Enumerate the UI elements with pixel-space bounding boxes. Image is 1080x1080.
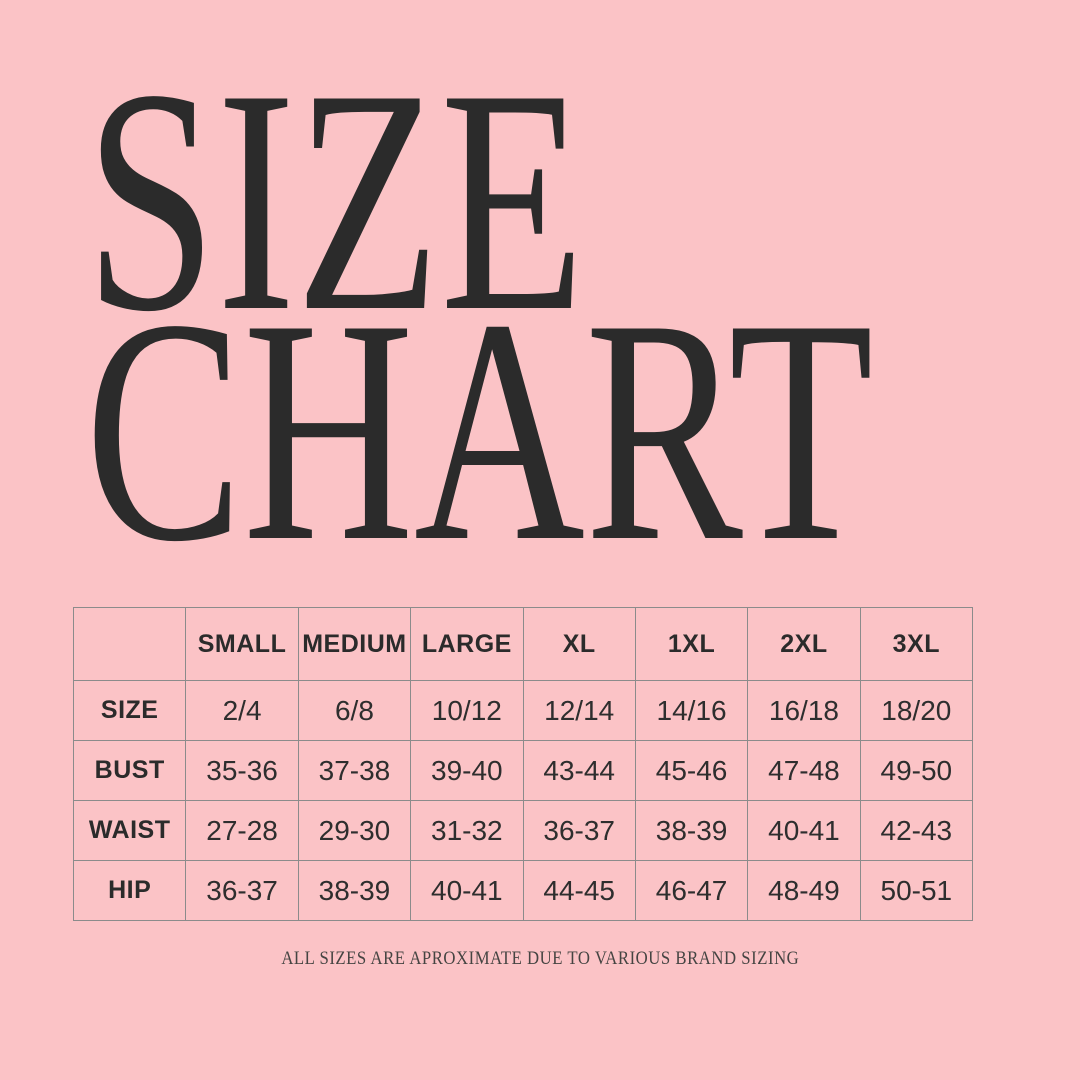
size-cell: 37-38 — [297, 740, 412, 801]
column-header-2xl: 2XL — [747, 607, 861, 681]
size-cell: 46-47 — [634, 860, 749, 921]
size-cell: 2/4 — [185, 680, 299, 741]
size-cell: 49-50 — [859, 740, 974, 801]
size-cell: 48-49 — [747, 860, 861, 921]
column-header-3xl: 3XL — [859, 607, 974, 681]
footnote: ALL SIZES ARE APROXIMATE DUE TO VARIOUS … — [0, 948, 1080, 970]
size-cell: 18/20 — [859, 680, 974, 741]
size-table: SMALL MEDIUM LARGE XL 1XL 2XL 3XL SIZE 2/4 6/8 10… — [72, 607, 974, 921]
row-label-bust: BUST — [72, 740, 187, 801]
size-cell: 38-39 — [634, 800, 749, 861]
page-title-line-2: CHART — [85, 254, 874, 608]
row-label-waist: WAIST — [72, 800, 187, 861]
page-title-line-1: SIZE — [85, 24, 585, 378]
size-cell: 40-41 — [410, 860, 524, 921]
size-cell: 43-44 — [522, 740, 636, 801]
table-row-bust: BUST 35-36 37-38 39-40 43-44 45-46 47-48 49-50 — [72, 740, 974, 801]
table-row-hip: HIP 36-37 38-39 40-41 44-45 46-47 48-49 50-51 — [72, 860, 974, 921]
size-cell: 14/16 — [634, 680, 749, 741]
table-row-waist: WAIST 27-28 29-30 31-32 36-37 38-39 40-41 42-43 — [72, 800, 974, 861]
size-cell: 31-32 — [410, 800, 524, 861]
size-cell: 35-36 — [185, 740, 299, 801]
size-cell: 47-48 — [747, 740, 861, 801]
column-header-small: SMALL — [185, 607, 299, 681]
size-cell: 29-30 — [297, 800, 412, 861]
column-header-1xl: 1XL — [634, 607, 749, 681]
size-cell: 38-39 — [297, 860, 412, 921]
size-table-body: SIZE 2/4 6/8 10/12 12/14 14/16 16/18 18/20 BUST 3… — [72, 680, 974, 921]
size-cell: 40-41 — [747, 800, 861, 861]
size-table-header: SMALL MEDIUM LARGE XL 1XL 2XL 3XL — [72, 607, 974, 681]
size-cell: 36-37 — [522, 800, 636, 861]
column-header-large: LARGE — [410, 607, 524, 681]
size-cell: 50-51 — [859, 860, 974, 921]
header-row: SMALL MEDIUM LARGE XL 1XL 2XL 3XL — [72, 607, 974, 681]
column-header-medium: MEDIUM — [297, 607, 412, 681]
size-cell: 42-43 — [859, 800, 974, 861]
size-cell: 16/18 — [747, 680, 861, 741]
size-cell: 44-45 — [522, 860, 636, 921]
size-cell: 27-28 — [185, 800, 299, 861]
size-cell: 6/8 — [297, 680, 412, 741]
row-label-size: SIZE — [72, 680, 187, 741]
corner-cell — [72, 607, 187, 681]
size-cell: 39-40 — [410, 740, 524, 801]
size-cell: 45-46 — [634, 740, 749, 801]
column-header-xl: XL — [522, 607, 636, 681]
table-row-size: SIZE 2/4 6/8 10/12 12/14 14/16 16/18 18/20 — [72, 680, 974, 741]
size-cell: 12/14 — [522, 680, 636, 741]
size-cell: 36-37 — [185, 860, 299, 921]
footnote-text: ALL SIZES ARE APROXIMATE DUE TO VARIOUS … — [281, 948, 799, 969]
size-cell: 10/12 — [410, 680, 524, 741]
row-label-hip: HIP — [72, 860, 187, 921]
